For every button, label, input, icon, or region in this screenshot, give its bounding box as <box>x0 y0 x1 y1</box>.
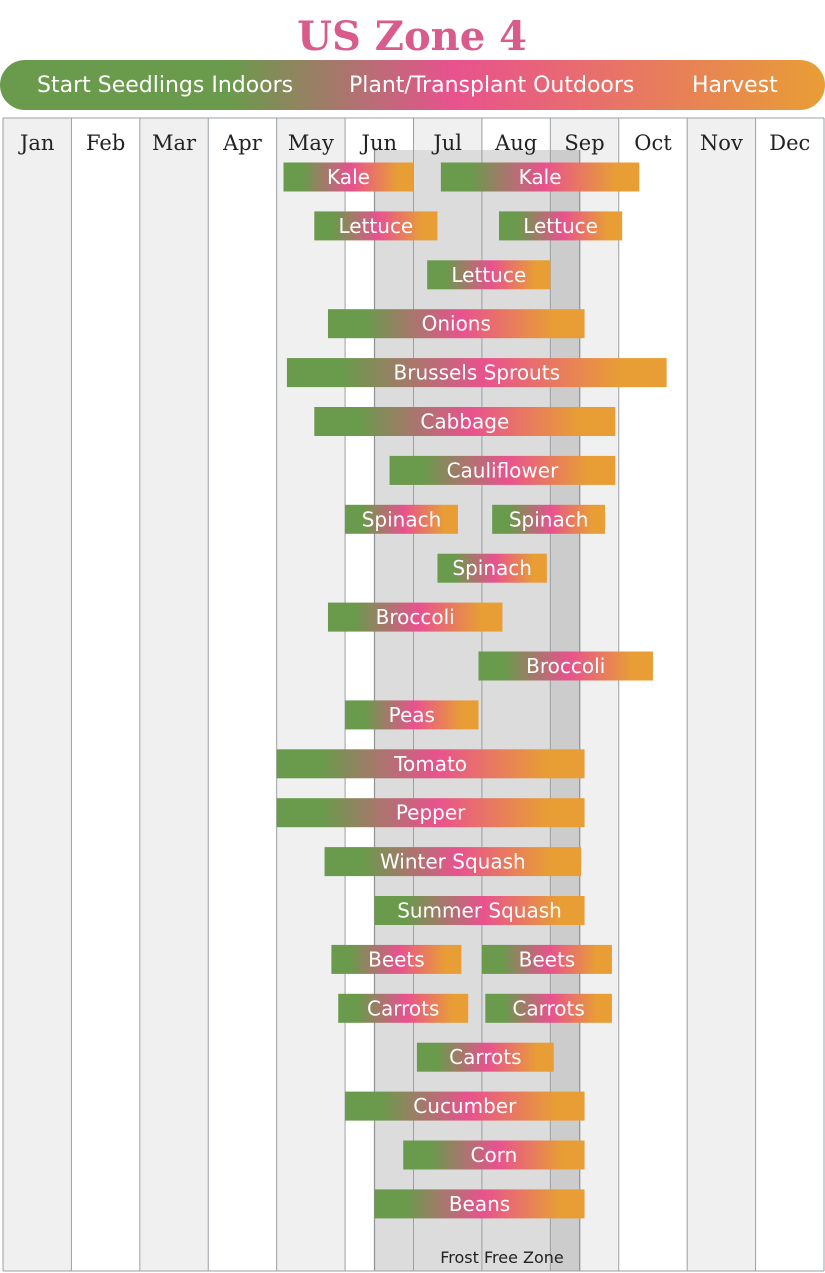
crop-bar-summer-squash <box>374 896 585 925</box>
legend-transplant: Plant/Transplant Outdoors <box>349 73 634 98</box>
crop-bar-peas <box>345 700 479 730</box>
crop-label-carrots: Carrots <box>449 1045 521 1069</box>
legend-harvest: Harvest <box>692 73 778 98</box>
crop-label-pepper: Pepper <box>396 801 466 825</box>
month-labels: Jan Feb Mar Apr May Jun Jul Aug Sep Oct Nov Dec <box>18 131 810 155</box>
crop-label-lettuce: Lettuce <box>338 214 413 238</box>
crop-bar-beets <box>481 944 612 974</box>
crop-bar-carrots <box>485 993 612 1023</box>
legend-banner: Start Seedlings Indoors Plant/Transplant… <box>0 60 825 110</box>
chart-title: US Zone 4 <box>297 13 527 60</box>
month-column-jan <box>3 118 72 1271</box>
month-column-feb <box>71 118 140 1271</box>
month-label-jul: Jul <box>431 131 462 155</box>
crop-label-summer-squash: Summer Squash <box>397 899 562 923</box>
crop-label-cauliflower: Cauliflower <box>447 458 560 482</box>
crop-bar-kale <box>283 162 414 192</box>
month-label-jan: Jan <box>18 131 54 155</box>
crop-label-onions: Onions <box>422 312 491 336</box>
month-column-nov <box>687 118 756 1271</box>
month-label-oct: Oct <box>634 131 672 155</box>
month-label-nov: Nov <box>700 131 743 155</box>
crop-label-carrots: Carrots <box>512 996 584 1020</box>
crop-bar-lettuce <box>427 260 551 290</box>
month-column-may <box>276 118 346 1271</box>
month-label-mar: Mar <box>152 131 197 155</box>
legend-seedlings: Start Seedlings Indoors <box>37 73 293 98</box>
frost-free-zone-label: Frost Free Zone <box>440 1248 564 1267</box>
month-label-jun: Jun <box>360 131 397 155</box>
crop-bars: Kale Kale Lettuce Lettuce Lettuce Onions Bruss… <box>276 162 667 1219</box>
crop-label-cucumber: Cucumber <box>413 1094 517 1118</box>
crop-label-spinach: Spinach <box>452 556 532 580</box>
crop-label-broccoli: Broccoli <box>376 605 455 629</box>
month-label-may: May <box>288 131 334 155</box>
crop-label-beets: Beets <box>368 947 425 971</box>
legend-gradient-bar <box>0 60 825 110</box>
crop-label-lettuce: Lettuce <box>523 214 598 238</box>
crop-bar-cauliflower <box>389 455 616 485</box>
month-label-dec: Dec <box>769 131 810 155</box>
crop-bar-beets <box>331 944 462 974</box>
crop-label-broccoli: Broccoli <box>526 654 605 678</box>
crop-bar-pepper <box>276 798 585 828</box>
crop-label-winter-squash: Winter Squash <box>380 850 526 874</box>
crop-bar-kale <box>440 162 640 192</box>
crop-label-lettuce: Lettuce <box>451 263 526 287</box>
month-label-apr: Apr <box>222 131 263 155</box>
crop-bar-cabbage <box>314 407 616 436</box>
month-column-oct <box>618 118 688 1271</box>
crop-label-spinach: Spinach <box>362 507 442 531</box>
crop-label-kale: Kale <box>327 165 370 189</box>
crop-bar-cucumber <box>345 1091 585 1121</box>
crop-bar-spinach <box>492 504 606 534</box>
crop-label-spinach: Spinach <box>509 507 589 531</box>
crop-bar-carrots <box>338 993 469 1023</box>
crop-bar-carrots <box>416 1042 554 1072</box>
crop-bar-broccoli <box>478 651 653 681</box>
month-column-apr <box>208 118 277 1271</box>
crop-label-beets: Beets <box>519 947 576 971</box>
crop-bar-spinach <box>345 504 458 534</box>
crop-bar-beans <box>374 1189 585 1219</box>
crop-label-peas: Peas <box>389 703 435 727</box>
month-label-feb: Feb <box>86 131 125 155</box>
crop-label-carrots: Carrots <box>367 996 439 1020</box>
crop-bar-lettuce <box>314 211 438 241</box>
crop-label-kale: Kale <box>519 165 562 189</box>
month-label-sep: Sep <box>564 131 604 155</box>
month-column-dec <box>755 118 824 1271</box>
crop-label-beans: Beans <box>449 1192 510 1216</box>
crop-bar-brussels-sprouts <box>286 358 667 388</box>
crop-bar-spinach <box>437 553 547 583</box>
crop-label-tomato: Tomato <box>393 752 467 776</box>
grid-lines <box>2 117 825 1272</box>
crop-bar-lettuce <box>499 211 623 241</box>
crop-bar-corn <box>403 1140 585 1170</box>
crop-bar-onions <box>327 309 585 339</box>
crop-label-cabbage: Cabbage <box>420 410 509 434</box>
crop-label-corn: Corn <box>471 1143 518 1167</box>
crop-bar-broccoli <box>327 602 503 632</box>
month-label-aug: Aug <box>494 131 537 155</box>
month-column-mar <box>139 118 209 1271</box>
crop-bar-winter-squash <box>324 847 582 877</box>
crop-label-brussels-sprouts: Brussels Sprouts <box>394 361 560 385</box>
crop-bar-tomato <box>276 749 585 779</box>
